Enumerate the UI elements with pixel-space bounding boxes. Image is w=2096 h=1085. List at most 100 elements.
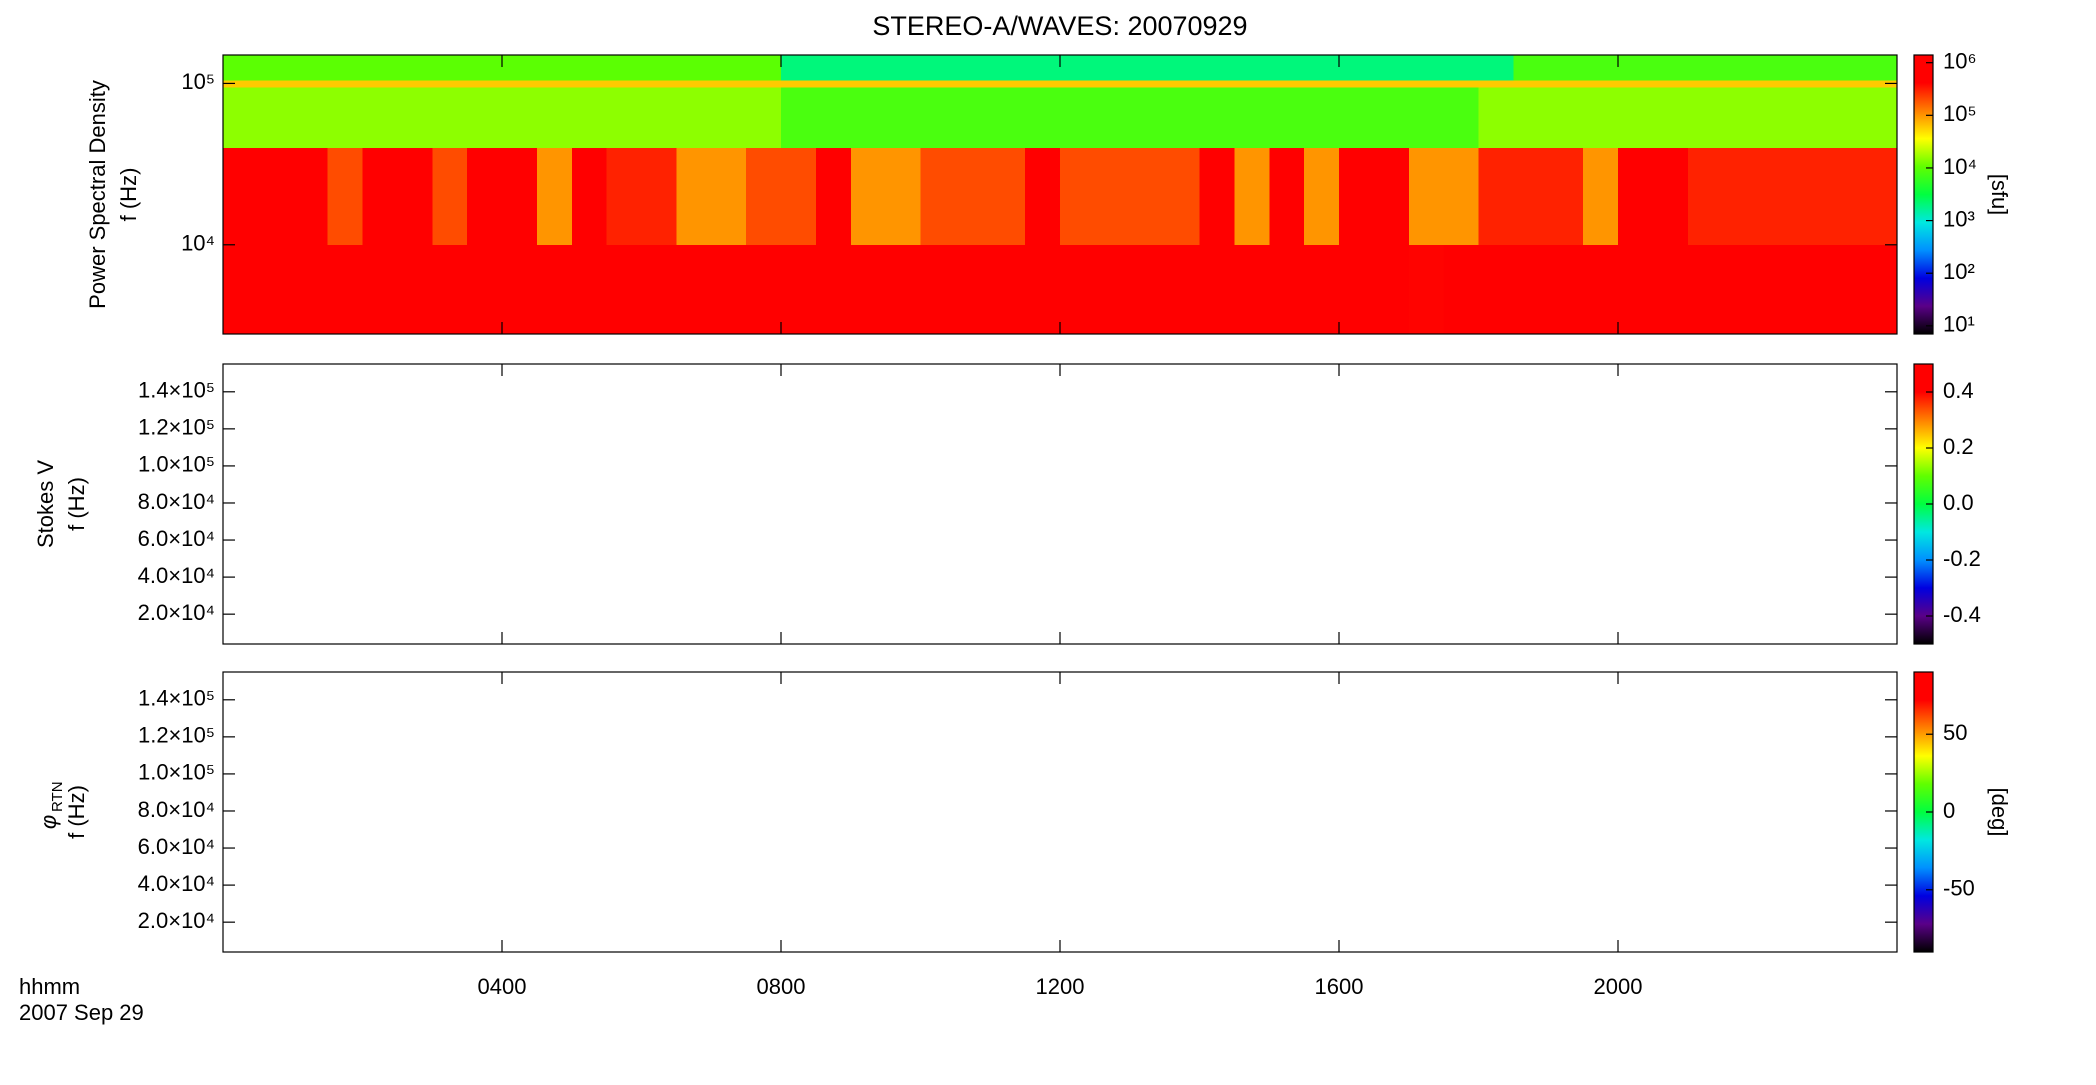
heatmap-cell [1583, 87, 1619, 149]
colorbar [1914, 672, 1933, 952]
heatmap-cell [362, 244, 398, 335]
heatmap-cell [1757, 147, 1793, 246]
heatmap-cell [1339, 244, 1375, 335]
heatmap-cell [641, 55, 677, 81]
heatmap-cell [746, 244, 782, 335]
heatmap-cell [1443, 55, 1480, 81]
heatmap-cell [815, 244, 852, 335]
heatmap-cell [1792, 87, 1828, 149]
colorbar-tick-label: -0.2 [1943, 546, 1981, 571]
heatmap-cell [641, 244, 677, 335]
heatmap-cell [292, 244, 329, 335]
heatmap-cell [257, 55, 294, 81]
heatmap-cell [1304, 55, 1340, 81]
heatmap-cell [885, 55, 922, 81]
heatmap-cell [1513, 244, 1549, 335]
heatmap-cell [1757, 87, 1793, 149]
heatmap-cell [676, 79, 712, 88]
heatmap-cell [606, 79, 643, 88]
colorbar-tick-label: 10⁶ [1943, 49, 1977, 74]
x-tick-label: 0800 [757, 974, 806, 999]
heatmap-cell [1025, 79, 1061, 88]
heatmap-cell [502, 147, 538, 246]
colorbar-tick-label: 0 [1943, 798, 1955, 823]
heatmap-cell [990, 147, 1026, 246]
x-tick-label: 2000 [1594, 974, 1643, 999]
y-tick-label: 2.0×10⁴ [138, 908, 215, 933]
colorbar-tick-label: 10² [1943, 259, 1975, 284]
heatmap-cell [1652, 55, 1689, 81]
heatmap-cell [850, 79, 887, 88]
heatmap-cell [1827, 55, 1863, 81]
heatmap-cell [292, 79, 329, 88]
colorbar-label: [sfu] [1987, 174, 2012, 216]
heatmap-cell [746, 87, 782, 149]
y-tick-label: 1.2×10⁵ [138, 723, 215, 748]
heatmap-cell [223, 244, 259, 335]
y-tick-label: 6.0×10⁴ [138, 526, 215, 551]
heatmap-cell [1792, 55, 1828, 81]
heatmap-cell [1339, 79, 1375, 88]
heatmap-cell [327, 55, 364, 81]
heatmap-cell [1618, 244, 1654, 335]
heatmap-cell [1548, 55, 1584, 81]
heatmap-cell [257, 87, 294, 149]
y-tick-label: 8.0×10⁴ [138, 489, 215, 514]
heatmap-cell [955, 87, 991, 149]
heatmap-cell [1129, 147, 1166, 246]
heatmap-cell [327, 79, 364, 88]
colorbar-tick-label: -0.4 [1943, 602, 1981, 627]
heatmap-cell [536, 79, 573, 88]
heatmap-cell [1304, 147, 1340, 246]
heatmap-cell [1443, 147, 1480, 246]
y-axis-symbol: φ [36, 815, 61, 829]
heatmap-cell [1129, 244, 1166, 335]
heatmap-cell [885, 147, 922, 246]
heatmap-cell [1269, 79, 1305, 88]
heatmap-cell [920, 147, 956, 246]
colorbar-frame [1913, 54, 1934, 335]
heatmap-cell [1408, 244, 1445, 335]
heatmap-cell [746, 55, 782, 81]
y-tick-label: 1.2×10⁵ [138, 415, 215, 440]
heatmap-cell [397, 79, 433, 88]
heatmap-cell [815, 55, 852, 81]
heatmap-cell [536, 147, 573, 246]
colorbar-tick-label: -50 [1943, 876, 1975, 901]
heatmap-cell [955, 79, 991, 88]
heatmap-cell [1164, 55, 1201, 81]
heatmap-cell [467, 147, 503, 246]
heatmap-cell [1687, 147, 1724, 246]
heatmap-cell [327, 147, 364, 246]
heatmap-cell [327, 87, 364, 149]
plot-frame [222, 363, 1898, 645]
heatmap-cell [1304, 87, 1340, 149]
heatmap-cell [397, 55, 433, 81]
heatmap-cell [1548, 244, 1584, 335]
heatmap-cell [781, 147, 817, 246]
heatmap-cell [1548, 79, 1584, 88]
heatmap-cell [1757, 55, 1793, 81]
heatmap-cell [606, 147, 643, 246]
heatmap-cell [920, 244, 956, 335]
heatmap-cell [1618, 147, 1654, 246]
heatmap-cell [502, 244, 538, 335]
colorbar-tick-label: 50 [1943, 720, 1967, 745]
heatmap-cell [781, 244, 817, 335]
heatmap-cell [1025, 87, 1061, 149]
heatmap-cell [1652, 87, 1689, 149]
heatmap-cell [1408, 87, 1445, 149]
heatmap-cell [676, 87, 712, 149]
heatmap-cell [1060, 79, 1096, 88]
heatmap-cell [1478, 244, 1514, 335]
y-axis-subscript: RTN [49, 781, 66, 812]
y-tick-label: 1.0×10⁵ [138, 760, 215, 785]
heatmap-cell [1094, 79, 1131, 88]
heatmap-cell [1339, 147, 1375, 246]
heatmap-cell [257, 79, 294, 88]
heatmap-cell [920, 79, 956, 88]
y-tick-label: 10⁵ [181, 69, 215, 94]
heatmap-cell [1583, 244, 1619, 335]
heatmap-cell [1513, 55, 1549, 81]
heatmap-cell [1583, 55, 1619, 81]
